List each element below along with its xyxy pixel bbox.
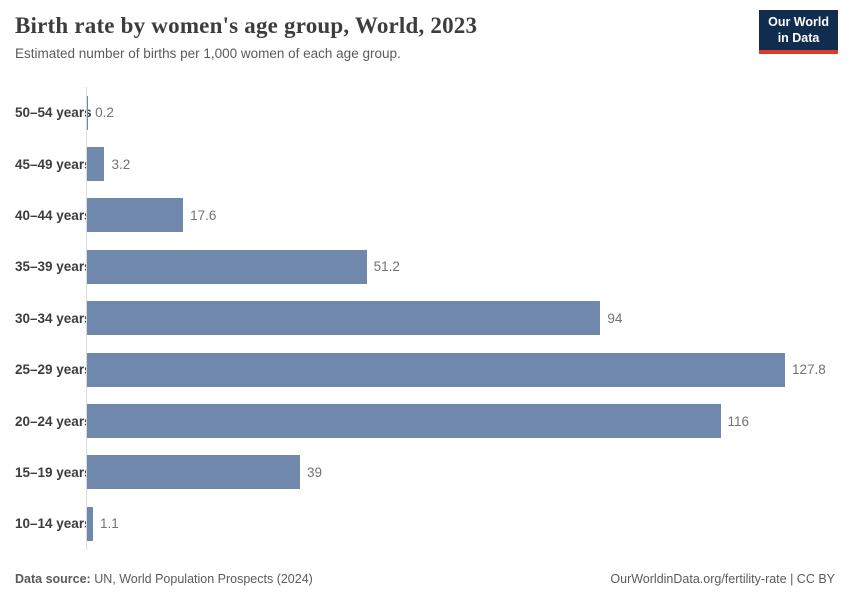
- category-label: 20–24 years: [15, 413, 92, 429]
- plot-area: 17.6: [86, 189, 835, 242]
- bar-value-label: 3.2: [111, 156, 131, 172]
- category-label: 30–34 years: [15, 310, 92, 326]
- bar-chart: 50–54 years 0.2 45–49 years 3.2 40–44 years 1…: [15, 87, 835, 550]
- plot-area: 0.2: [86, 87, 835, 139]
- data-source-label: Data source:: [15, 572, 91, 586]
- plot-area: 1.1: [86, 498, 835, 550]
- bar[interactable]: [87, 147, 105, 182]
- category-label: 10–14 years: [15, 516, 92, 532]
- plot-area: 127.8: [86, 343, 835, 396]
- chart-row: 40–44 years 17.6: [15, 189, 835, 242]
- chart-row: 30–34 years 94: [15, 292, 835, 344]
- chart-row: 25–29 years 127.8: [15, 343, 835, 396]
- bar-value-label: 17.6: [190, 207, 217, 223]
- chart-row: 15–19 years 39: [15, 446, 835, 499]
- bar[interactable]: [87, 506, 93, 541]
- owid-url-link[interactable]: OurWorldinData.org/fertility-rate | CC B…: [610, 572, 835, 586]
- bar-value-label: 94: [607, 310, 623, 326]
- chart-row: 35–39 years 51.2: [15, 241, 835, 293]
- chart-row: 50–54 years 0.2: [15, 87, 835, 139]
- owid-logo-line1: Our World: [768, 15, 829, 29]
- category-label: 50–54 years: [15, 105, 92, 121]
- chart-row: 20–24 years 116: [15, 395, 835, 447]
- category-label: 15–19 years: [15, 464, 92, 480]
- bar[interactable]: [87, 95, 89, 130]
- bar[interactable]: [87, 404, 721, 439]
- bar-value-label: 127.8: [792, 362, 826, 378]
- bar[interactable]: [87, 249, 367, 284]
- bar-value-label: 51.2: [373, 259, 400, 275]
- page-subtitle: Estimated number of births per 1,000 wom…: [15, 46, 401, 61]
- owid-logo-line2: in Data: [777, 30, 820, 45]
- plot-area: 116: [86, 395, 835, 447]
- bar[interactable]: [87, 352, 785, 387]
- owid-logo[interactable]: Our World in Data: [759, 10, 838, 55]
- plot-area: 94: [86, 292, 835, 344]
- bar[interactable]: [87, 301, 601, 336]
- bar-value-label: 1.1: [100, 516, 119, 532]
- page-title: Birth rate by women's age group, World, …: [15, 13, 478, 38]
- chart-row: 45–49 years 3.2: [15, 138, 835, 190]
- bar-value-label: 116: [727, 413, 750, 429]
- data-source-text: UN, World Population Prospects (2024): [90, 572, 313, 586]
- chart-row: 10–14 years 1.1: [15, 498, 835, 550]
- chart-header: Birth rate by women's age group, World, …: [15, 13, 750, 61]
- category-label: 35–39 years: [15, 259, 92, 275]
- bar[interactable]: [87, 455, 300, 490]
- data-source-note: Data source: UN, World Population Prospe…: [15, 572, 313, 586]
- plot-area: 3.2: [86, 138, 835, 190]
- plot-area: 39: [86, 446, 835, 499]
- chart-footer: Data source: UN, World Population Prospe…: [15, 572, 835, 586]
- category-label: 40–44 years: [15, 207, 92, 223]
- plot-area: 51.2: [86, 241, 835, 293]
- category-label: 45–49 years: [15, 156, 92, 172]
- category-label: 25–29 years: [15, 362, 92, 378]
- bar-value-label: 39: [307, 464, 323, 480]
- bar-value-label: 0.2: [95, 105, 114, 121]
- bar[interactable]: [87, 198, 184, 233]
